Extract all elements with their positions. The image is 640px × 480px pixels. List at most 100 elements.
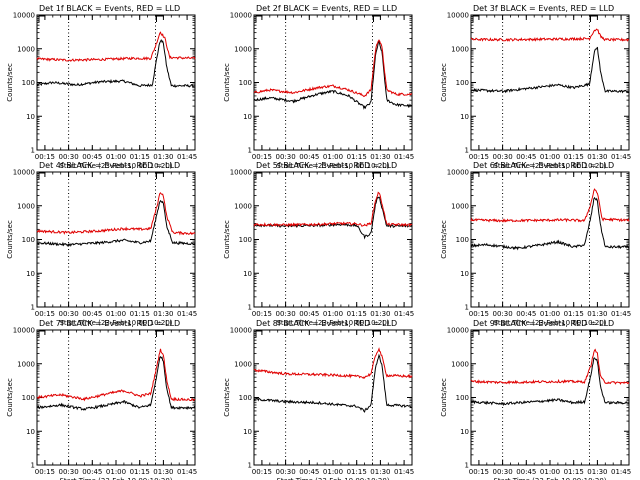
x-tick-label: 00:15 (252, 468, 272, 476)
x-tick-label: 01:45 (394, 310, 414, 318)
interval-bracket (38, 172, 45, 179)
interval-bracket (590, 172, 598, 179)
x-tick-label: 00:30 (59, 153, 79, 161)
x-tick-label: 00:30 (493, 153, 513, 161)
chart-panel-6: Det 6f BLACK = Events, RED = LLD 1 10 100 10… (440, 161, 631, 327)
y-tick-label: 100 (239, 79, 252, 87)
x-axis-label: Start Time (23-Feb-10 00:10:20) (59, 477, 172, 480)
x-tick-label: 01:30 (370, 468, 390, 476)
y-tick-label: 100 (239, 394, 252, 402)
x-tick-label: 01:15 (347, 310, 367, 318)
series-line-lld (36, 192, 196, 236)
x-tick-label: 00:30 (276, 468, 296, 476)
x-tick-label: 01:30 (370, 153, 390, 161)
x-axis-label: Start Time (23-Feb-10 00:10:20) (493, 319, 606, 327)
x-tick-label: 00:30 (276, 310, 296, 318)
series-line-lld (253, 347, 413, 379)
interval-bracket (38, 330, 45, 337)
series-line-events (36, 39, 196, 88)
interval-bracket (156, 15, 164, 22)
series-line-events (253, 353, 413, 413)
x-tick-label: 01:45 (394, 468, 414, 476)
interval-bracket (255, 15, 262, 22)
x-tick-label: 01:45 (611, 468, 631, 476)
series-line-lld (253, 39, 413, 98)
x-tick-label: 01:30 (153, 468, 173, 476)
y-tick-label: 1000 (17, 202, 35, 210)
x-tick-label: 01:30 (370, 310, 390, 318)
x-tick-label: 01:15 (564, 468, 584, 476)
x-tick-label: 01:30 (153, 153, 173, 161)
y-tick-label: 1 (465, 462, 469, 470)
y-tick-label: 1000 (234, 202, 252, 210)
y-tick-label: 10000 (230, 12, 252, 20)
x-tick-label: 00:30 (276, 153, 296, 161)
plot-frame (253, 14, 413, 151)
y-tick-label: 10000 (13, 169, 35, 177)
y-tick-label: 1000 (17, 45, 35, 53)
y-tick-label: 10000 (13, 327, 35, 335)
chart-title: Det 1f BLACK = Events, RED = LLD (39, 4, 180, 13)
x-tick-label: 00:45 (299, 153, 319, 161)
interval-bracket (156, 172, 164, 179)
x-tick-label: 01:45 (177, 468, 197, 476)
y-tick-label: 100 (22, 394, 35, 402)
series-line-events (254, 196, 413, 240)
y-tick-label: 1 (31, 462, 35, 470)
interval-bracket (156, 330, 164, 337)
y-axis-label: Counts/sec (440, 378, 448, 417)
chart-title: Det 3f BLACK = Events, RED = LLD (473, 4, 614, 13)
series-line-events (470, 357, 630, 407)
plot-frame (470, 329, 630, 466)
y-tick-label: 1 (248, 304, 252, 312)
chart-panel-8: Det 8f BLACK = Events, RED = LLD 1 10 100 10… (223, 319, 414, 480)
y-tick-label: 1000 (451, 45, 469, 53)
interval-bracket (472, 15, 479, 22)
x-tick-label: 01:00 (540, 153, 560, 161)
x-tick-label: 00:45 (516, 310, 536, 318)
chart-panel-2: Det 2f BLACK = Events, RED = LLD 1 10 100 10… (223, 4, 414, 170)
y-tick-label: 10 (26, 428, 35, 436)
x-tick-label: 01:00 (106, 310, 126, 318)
y-axis-label: Counts/sec (6, 220, 14, 259)
plot-frame (470, 171, 630, 308)
chart-panel-4: Det 4f BLACK = Events, RED = LLD 1 10 100 10… (6, 161, 197, 327)
y-tick-label: 1 (248, 462, 252, 470)
y-tick-label: 10 (243, 428, 252, 436)
y-tick-label: 1000 (17, 360, 35, 368)
x-tick-label: 00:45 (82, 310, 102, 318)
x-tick-label: 00:45 (82, 153, 102, 161)
x-tick-label: 01:45 (611, 310, 631, 318)
y-tick-label: 1 (31, 304, 35, 312)
x-tick-label: 00:45 (516, 153, 536, 161)
x-tick-label: 01:00 (323, 153, 343, 161)
x-tick-label: 01:00 (323, 468, 343, 476)
y-tick-label: 1000 (451, 360, 469, 368)
y-axis-label: Counts/sec (223, 378, 231, 417)
y-axis-label: Counts/sec (223, 220, 231, 259)
interval-bracket (590, 15, 598, 22)
y-tick-label: 1 (465, 147, 469, 155)
x-tick-label: 01:45 (611, 153, 631, 161)
y-tick-label: 1 (248, 147, 252, 155)
x-tick-label: 00:15 (469, 468, 489, 476)
y-axis-label: Counts/sec (440, 220, 448, 259)
x-tick-label: 01:00 (323, 310, 343, 318)
chart-panel-9: Det 9f BLACK = Events, RED = LLD 1 10 100 10… (440, 319, 631, 480)
series-line-lld (470, 28, 630, 43)
chart-title: Det 6f BLACK = Events, RED = LLD (473, 161, 614, 170)
interval-bracket (38, 15, 45, 22)
interval-bracket (255, 330, 262, 337)
plot-frame (253, 329, 413, 466)
series-line-events (36, 199, 196, 248)
x-axis-label: Start Time (23-Feb-10 00:10:20) (59, 162, 172, 170)
y-tick-label: 10 (26, 270, 35, 278)
series-line-events (470, 196, 630, 251)
series-line-events (470, 46, 630, 94)
interval-bracket (472, 330, 479, 337)
x-tick-label: 00:45 (299, 310, 319, 318)
y-tick-label: 10 (243, 113, 252, 121)
x-tick-label: 01:15 (130, 310, 150, 318)
y-tick-label: 10000 (447, 12, 469, 20)
